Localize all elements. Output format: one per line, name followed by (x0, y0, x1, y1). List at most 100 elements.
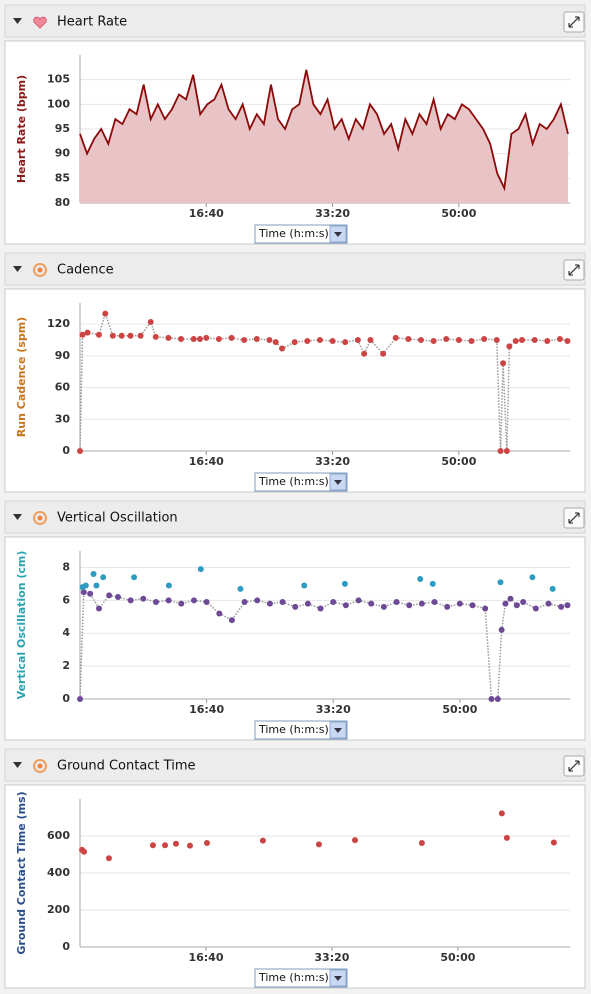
collapse-toggle[interactable] (13, 514, 22, 520)
y-tick-label: 6 (62, 593, 70, 606)
x-tick-label: 16:40 (189, 703, 224, 716)
time-format-dropdown[interactable] (254, 224, 348, 244)
expand-icon (568, 512, 580, 524)
point (531, 337, 538, 343)
point (430, 338, 437, 345)
point (392, 334, 399, 341)
point (228, 617, 235, 624)
y-tick-label: 0 (62, 940, 70, 953)
time-format-dropdown[interactable] (254, 968, 348, 988)
point (165, 334, 172, 341)
point (109, 332, 116, 339)
panel-title: Ground Contact Time (57, 759, 195, 774)
x-tick-label: 33:20 (315, 207, 350, 220)
chart-box (4, 288, 586, 493)
expand-icon (568, 16, 580, 28)
y-tick-label: 90 (55, 349, 71, 362)
y-tick-label: 90 (55, 147, 71, 160)
point (532, 605, 539, 612)
point (241, 337, 248, 343)
point (152, 598, 159, 605)
y-tick-label: 0 (62, 692, 70, 705)
dropdown-label: Time (h:m:s) (258, 475, 329, 488)
point (165, 582, 172, 589)
point (190, 335, 197, 342)
point (140, 595, 147, 602)
point (93, 582, 100, 589)
collapse-toggle[interactable] (13, 762, 22, 768)
y-tick-label: 600 (47, 829, 70, 842)
point (361, 350, 368, 357)
y-tick-label: 85 (55, 171, 70, 184)
point (84, 329, 91, 336)
point (418, 840, 425, 847)
sensor-icon-dot (37, 763, 43, 769)
time-format-dropdown[interactable] (254, 472, 348, 492)
point (304, 600, 311, 607)
point (488, 696, 495, 702)
point (131, 574, 138, 581)
point (82, 582, 89, 589)
point (513, 602, 520, 609)
y-tick-label: 60 (55, 381, 71, 394)
point (418, 600, 425, 607)
chart-box (4, 536, 586, 741)
chart-box (4, 784, 586, 989)
point (380, 350, 387, 357)
point (196, 335, 203, 342)
dropdown-arrow (334, 728, 342, 733)
time-format-dropdown[interactable] (254, 720, 348, 740)
point (497, 448, 504, 454)
point (266, 337, 273, 343)
point (149, 842, 156, 849)
x-tick-label: 33:20 (316, 703, 351, 716)
panel-title: Heart Rate (57, 15, 127, 30)
point (87, 590, 94, 597)
sensor-icon (33, 511, 47, 525)
point (301, 582, 308, 589)
point (368, 600, 375, 607)
point (272, 339, 279, 346)
point (544, 338, 551, 345)
point (77, 448, 83, 454)
point (172, 840, 179, 847)
y-axis-label: Run Cadence (spm) (15, 317, 28, 437)
dropdown-arrow (334, 480, 342, 485)
point (95, 331, 102, 338)
y-tick-label: 120 (47, 317, 70, 330)
point (237, 585, 244, 592)
y-tick-label: 0 (62, 444, 70, 457)
point (417, 337, 424, 343)
point (279, 345, 286, 352)
point (341, 580, 348, 587)
panel-header (4, 4, 586, 38)
point (241, 598, 248, 605)
point (165, 597, 172, 604)
point (503, 448, 510, 454)
point (152, 333, 159, 340)
point (292, 603, 299, 610)
collapse-toggle[interactable] (13, 18, 22, 24)
point (304, 338, 311, 345)
point (315, 841, 322, 848)
sensor-icon-dot (37, 515, 43, 521)
point (456, 600, 463, 607)
point (329, 338, 336, 345)
point (498, 626, 505, 633)
y-tick-label: 30 (55, 412, 71, 425)
point (481, 335, 488, 342)
point (147, 319, 154, 326)
point (203, 840, 210, 847)
dropdown-arrow (334, 232, 342, 237)
y-tick-label: 8 (62, 560, 70, 573)
point (529, 574, 536, 581)
point (500, 360, 507, 367)
x-tick-label: 16:40 (189, 455, 224, 468)
point (215, 335, 222, 342)
point (455, 337, 462, 343)
point (355, 597, 362, 604)
collapse-toggle[interactable] (13, 266, 22, 272)
x-tick-label: 50:00 (442, 703, 477, 716)
point (178, 600, 185, 607)
point (100, 574, 107, 581)
